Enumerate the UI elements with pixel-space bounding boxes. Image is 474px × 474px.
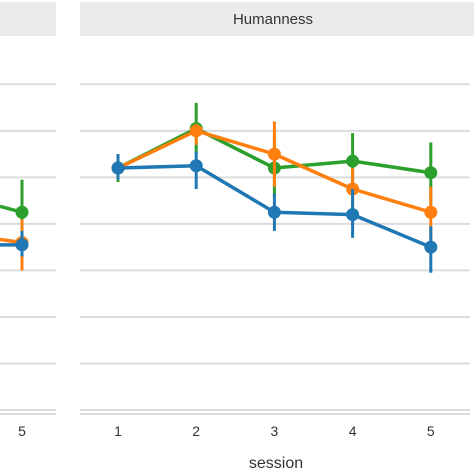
data-point [111, 161, 125, 175]
left-facet-strip [0, 2, 56, 36]
right-facet-title: Humanness [233, 11, 313, 28]
data-point [189, 124, 203, 138]
x-tick-label: 2 [192, 423, 200, 439]
x-tick-label: 3 [271, 423, 279, 439]
data-point [346, 154, 360, 168]
data-point [189, 159, 203, 173]
data-point [424, 166, 438, 180]
data-point [267, 205, 281, 219]
right-facet-strip [80, 2, 474, 36]
x-tick-label: 5 [427, 423, 435, 439]
data-point [346, 208, 360, 222]
data-point [15, 238, 29, 252]
data-point [267, 147, 281, 161]
x-tick-label: 4 [349, 423, 357, 439]
data-point [424, 205, 438, 219]
x-axis-title: session [249, 455, 303, 472]
data-point [15, 205, 29, 219]
x-tick-label: 1 [114, 423, 122, 439]
data-point [424, 240, 438, 254]
x-tick-label: 5 [18, 423, 26, 439]
